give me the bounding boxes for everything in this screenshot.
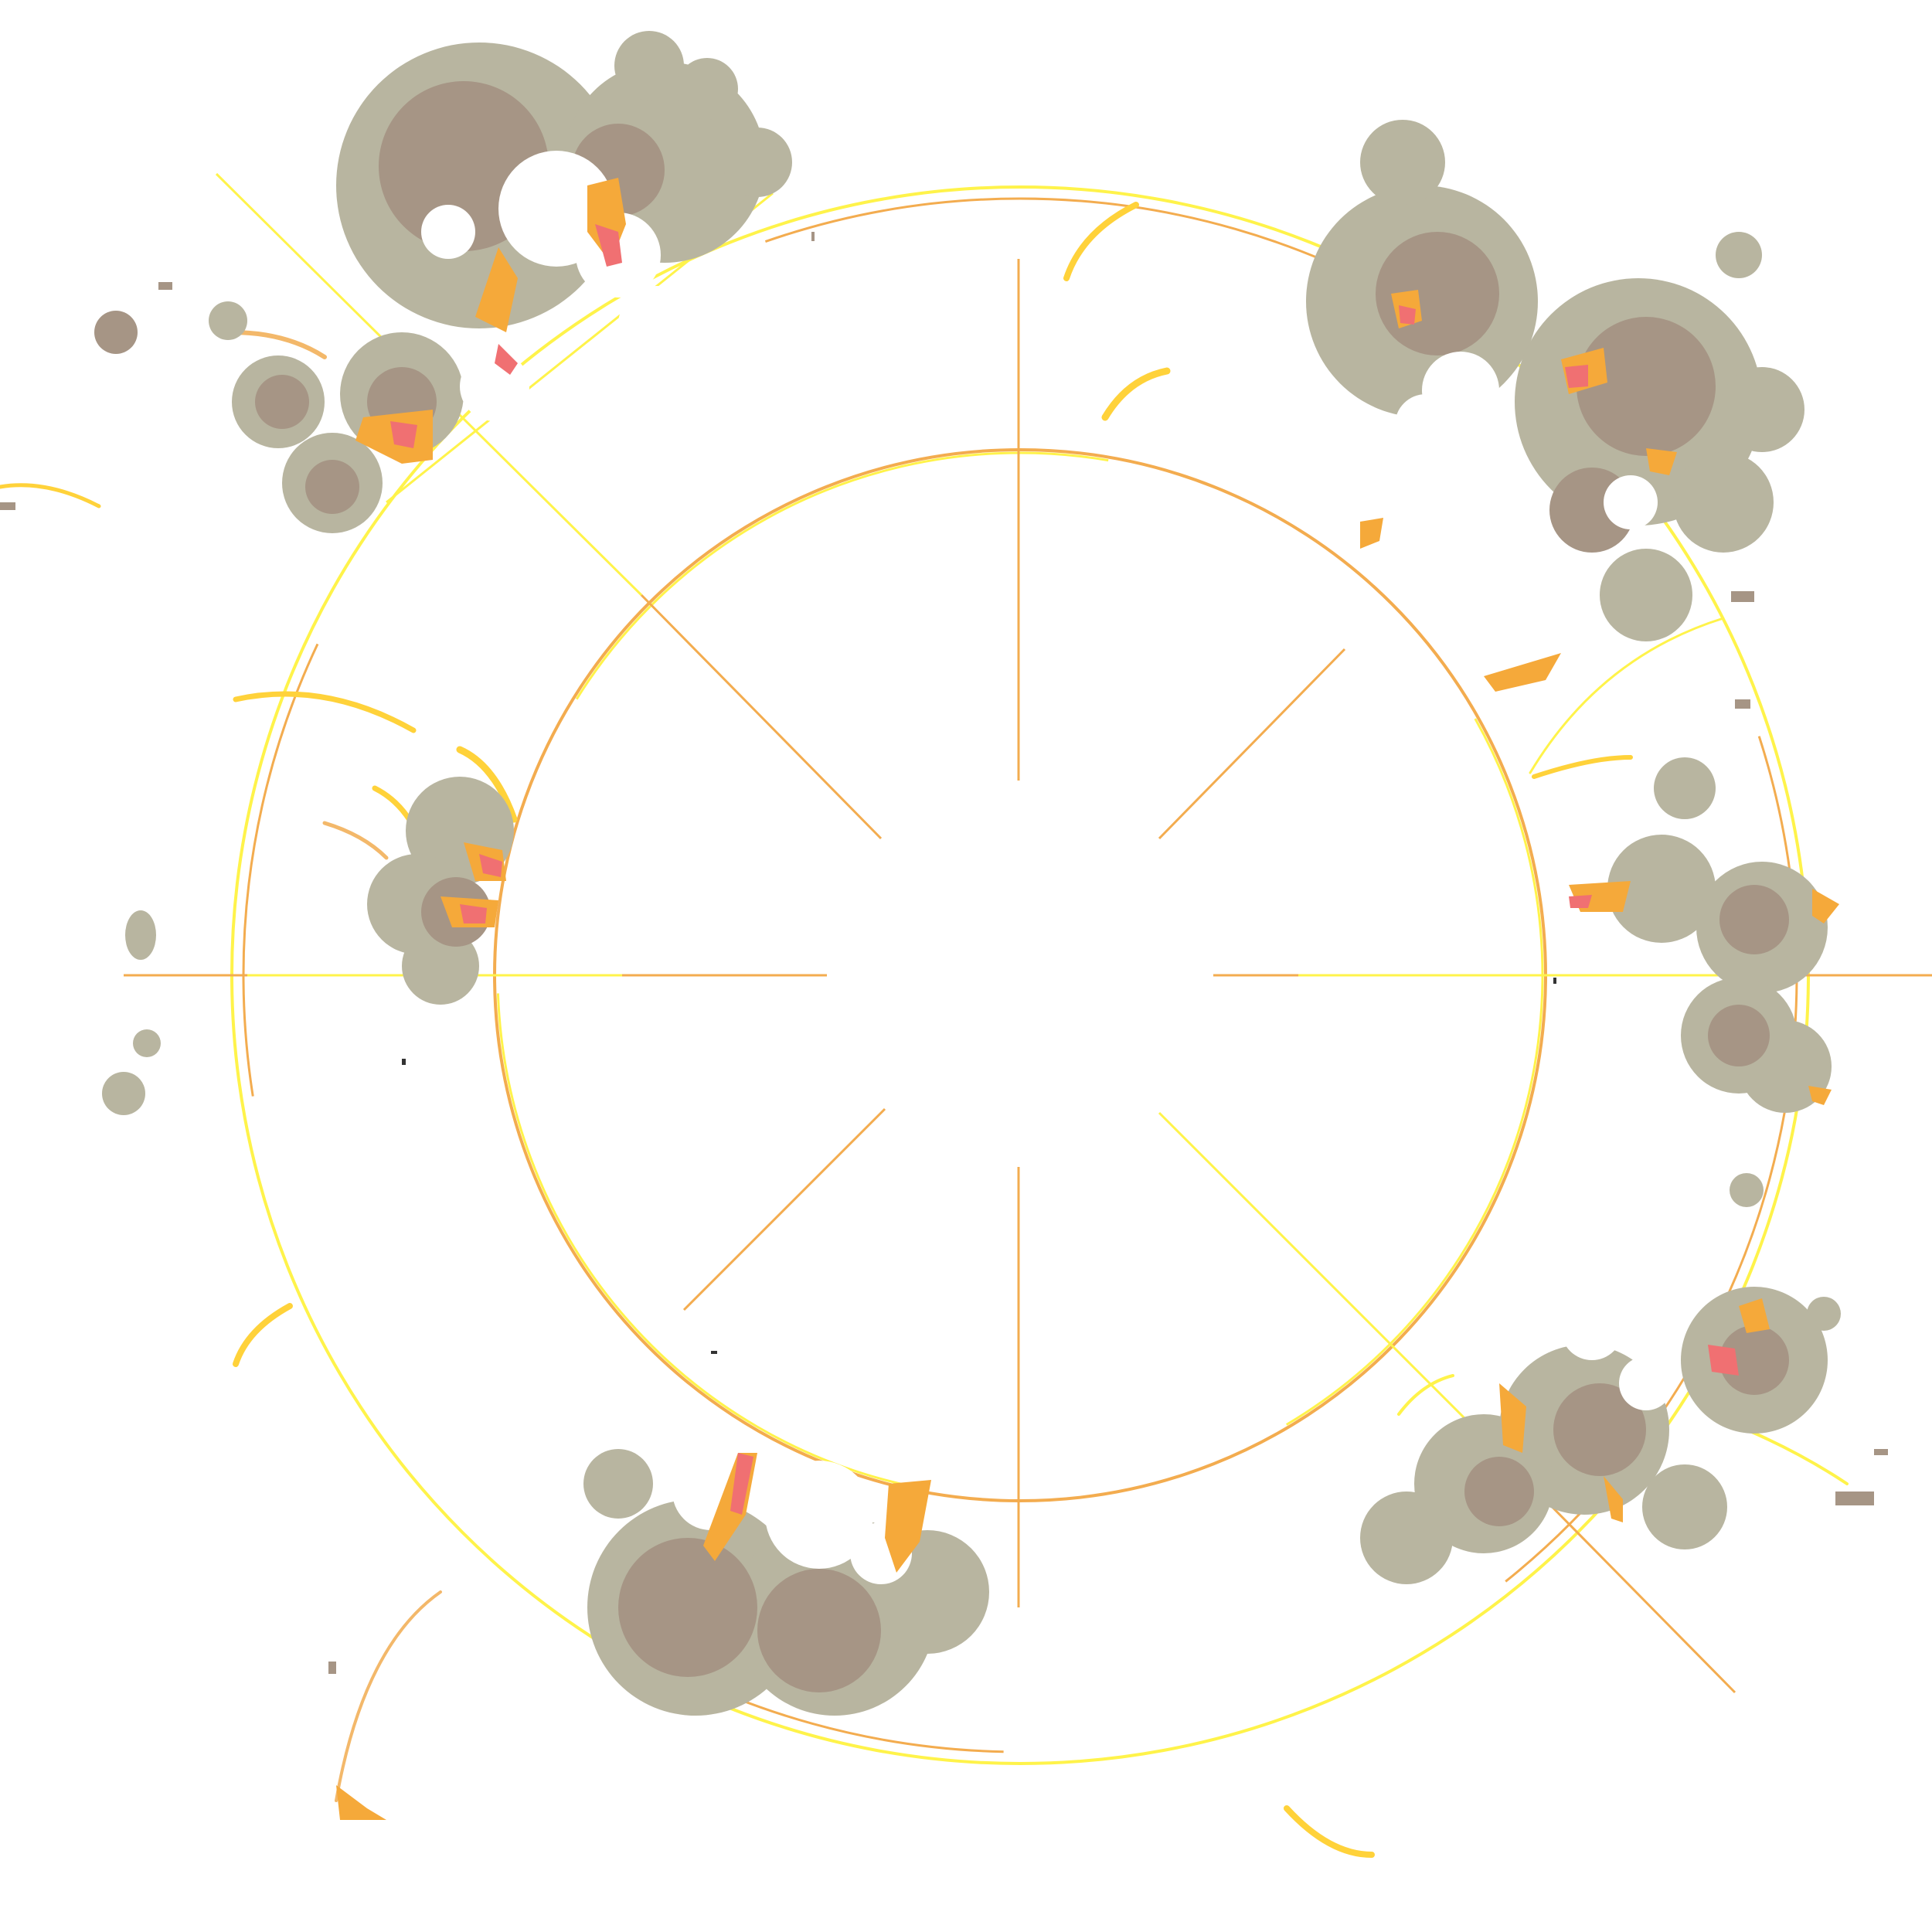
smoke-cloud-icon (1673, 452, 1774, 553)
smoke-cloud-top-right (1306, 120, 1804, 641)
fire-fleck-icon (1360, 518, 1383, 549)
burst-line-se (1158, 1111, 1478, 1431)
smoke-cloud-icon (125, 910, 156, 960)
debris-speck-icon (1553, 978, 1556, 984)
spark-streak-icon (1529, 617, 1725, 774)
smoke-cloud-bottom-right (1360, 1287, 1841, 1584)
smoke-cloud-icon (1708, 1005, 1770, 1066)
smoke-cloud-icon (1642, 1464, 1727, 1549)
smoke-cloud-icon (1807, 1297, 1841, 1331)
smoke-cloud-icon (421, 205, 475, 259)
smoke-cloud-icon (1464, 1457, 1534, 1526)
fire-fleck-icon (1708, 1345, 1739, 1376)
spark-streak-icon (0, 483, 101, 509)
spark-streak-icon (1101, 367, 1171, 421)
debris-speck-icon (811, 232, 815, 241)
fire-flecks (336, 178, 1839, 1820)
fire-fleck-icon (1565, 365, 1588, 388)
smoke-cloud-right (1607, 757, 1832, 1207)
spark-streak-icon (230, 330, 327, 359)
spark-streak-icon (233, 691, 417, 733)
smoke-cloud-icon (102, 1072, 145, 1115)
smoke-cloud-bottom (583, 1449, 989, 1716)
smoke-cloud-icon (1719, 1325, 1789, 1395)
smoke-cloud-icon (133, 1029, 161, 1057)
fire-fleck-icon (730, 1453, 753, 1515)
fire-fleck-icon (1484, 653, 1561, 692)
fire-fleck-icon (1646, 448, 1677, 475)
spark-streak-icon (1063, 202, 1139, 281)
smoke-cloud-icon (1360, 1492, 1453, 1584)
debris-speck-icon (328, 1662, 336, 1674)
smoke-cloud-icon (1719, 885, 1789, 954)
smoke-cloud-icon (618, 1538, 757, 1677)
fire-fleck-icon (885, 1480, 931, 1573)
debris-speck-icon (402, 1059, 406, 1065)
fire-fleck-icon (1739, 1298, 1770, 1333)
fire-fleck-icon (460, 904, 487, 923)
debris-speck-icon (711, 1351, 717, 1354)
smoke-cloud-icon (402, 927, 479, 1005)
fire-fleck-icon (495, 344, 518, 375)
fire-fleck-icon (1812, 889, 1839, 923)
smoke-cloud-icon (1607, 835, 1716, 943)
fire-fleck-icon (595, 224, 622, 267)
smoke-cloud-icon (723, 128, 792, 197)
smoke-cloud-icon (1360, 120, 1445, 205)
fire-fleck-icon (1808, 1086, 1832, 1105)
smoke-cloud-icon (94, 311, 138, 354)
smoke-cloud-icon (676, 58, 738, 120)
fire-fleck-icon (390, 421, 417, 448)
debris-speck-icon (1735, 699, 1750, 709)
smoke-cloud-icon (1619, 1356, 1673, 1410)
spark-streak-icon (1284, 1805, 1375, 1858)
debris-speck-icon (0, 502, 15, 510)
smoke-cloud-icon (618, 286, 696, 363)
smoke-cloud-icon (209, 301, 247, 340)
smoke-cloud-icon (583, 1449, 653, 1519)
fire-fleck-icon (1569, 895, 1592, 908)
fire-fleck-icon (479, 854, 502, 877)
fire-fleck-icon (1604, 1476, 1623, 1522)
spark-streak-icon (1397, 1374, 1454, 1416)
smoke-cloud-icon (614, 31, 684, 100)
spark-streak-icon (335, 1590, 442, 1802)
spark-streak-icon (1745, 1428, 1849, 1485)
smoke-cloud-icon (1561, 1298, 1623, 1360)
debris-speck-icon (1731, 591, 1754, 602)
fire-fleck-icon (336, 1785, 386, 1820)
smoke-cloud-icon (1719, 367, 1804, 452)
smoke-cloud-icon (1716, 232, 1762, 278)
fire-fleck-icon (475, 247, 518, 332)
smoke-cloud-left (102, 777, 514, 1115)
smoke-cloud-icon (1600, 549, 1692, 641)
burst-line-nw-inner (640, 594, 883, 840)
smoke-cloud-icon (305, 460, 359, 514)
smoke-cloud-icon (1654, 757, 1716, 819)
burst-line-ne (1158, 648, 1346, 840)
debris-specks (0, 232, 1888, 1674)
smoke-cloud-icon (1604, 475, 1658, 529)
spark-streak-icon (1532, 755, 1633, 779)
spark-streak-icon (233, 1303, 293, 1367)
spark-streak-icon (322, 821, 389, 860)
burst-line-sw (682, 1107, 886, 1311)
smoke-cloud-icon (757, 1569, 881, 1692)
fire-fleck-icon (1399, 305, 1416, 325)
debris-speck-icon (158, 282, 172, 290)
smoke-cloud-icon (1730, 1173, 1764, 1207)
smoke-cloud-icon (255, 375, 309, 429)
smoke-cloud-icon (1553, 1383, 1646, 1476)
smoke-cloud-icon (1577, 317, 1716, 456)
debris-speck-icon (1835, 1492, 1874, 1505)
fire-fleck-icon (1499, 1383, 1526, 1453)
spark-streak-icon (456, 746, 518, 823)
smoke-cloud-icon (1395, 394, 1457, 456)
debris-speck-icon (1874, 1449, 1888, 1455)
smoke-cloud-icon (460, 352, 529, 421)
smoke-cloud-icon (765, 1461, 873, 1569)
